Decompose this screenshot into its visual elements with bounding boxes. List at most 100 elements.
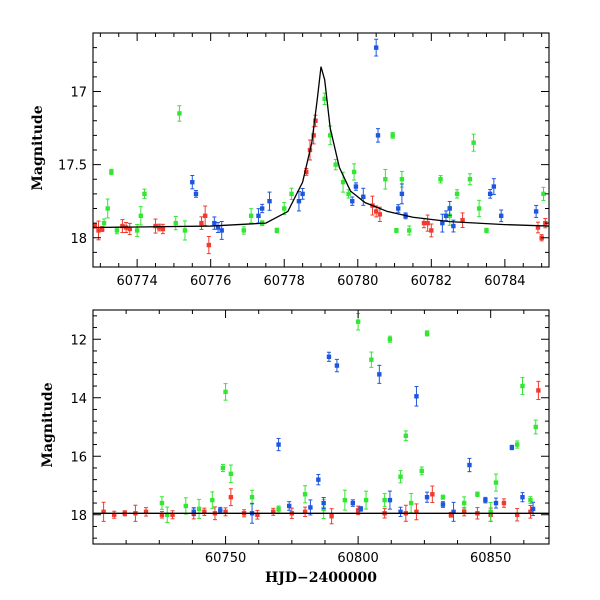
data-point-green <box>134 223 140 237</box>
data-point-blue <box>396 204 401 213</box>
data-point-green <box>302 485 308 504</box>
data-point-blue <box>498 209 504 223</box>
data-point-red <box>143 507 149 517</box>
data-point-green <box>101 218 107 228</box>
x-tick-label: 60850 <box>470 551 511 566</box>
top-panel-light-curve: 60774 60776 60778 60780 60782 60784 17 17.5 18 M… <box>30 32 550 289</box>
x-tick-label: 60800 <box>337 551 378 566</box>
data-point-red <box>112 510 117 519</box>
data-point-blue <box>308 499 313 516</box>
data-point-green <box>471 133 476 152</box>
data-point-green <box>210 491 215 509</box>
data-point-red <box>255 509 260 520</box>
data-point-blue <box>398 506 403 517</box>
data-point-green <box>407 225 412 236</box>
data-point-blue <box>399 183 405 205</box>
data-point-blue <box>276 437 281 452</box>
data-point-red <box>304 168 309 176</box>
data-point-blue <box>286 501 292 511</box>
data-point-blue <box>267 191 272 211</box>
data-point-green <box>342 489 348 511</box>
data-point-red <box>170 510 175 520</box>
data-point-red <box>156 223 162 232</box>
data-point-green <box>220 463 226 472</box>
data-point-green <box>387 335 393 343</box>
bottom-panel-light-curve: 60750 60800 60850 12 14 16 18 Magnitude HJD−24… <box>40 309 550 586</box>
data-point-blue <box>256 208 261 224</box>
x-tick-label: 60782 <box>411 274 452 289</box>
data-point-blue <box>358 506 363 512</box>
data-point-red <box>153 218 158 234</box>
data-point-red <box>373 205 379 218</box>
data-point-green <box>394 227 399 233</box>
data-point-red <box>460 212 465 228</box>
x-tick-label: 60784 <box>484 274 525 289</box>
data-point-green <box>514 440 520 449</box>
data-point-red <box>206 235 212 255</box>
data-point-green <box>177 105 182 122</box>
data-point-blue <box>350 196 355 206</box>
data-point-blue <box>375 128 381 143</box>
data-point-red <box>127 222 132 236</box>
data-point-blue <box>533 204 539 218</box>
data-point-green <box>105 198 110 219</box>
data-point-blue <box>300 187 305 200</box>
bottom-panel-ticks <box>92 310 549 544</box>
model-curve <box>93 66 549 229</box>
data-point-green <box>398 470 403 484</box>
data-point-green <box>403 430 409 442</box>
data-point-blue <box>334 358 340 373</box>
data-point-blue <box>218 506 223 514</box>
data-point-green <box>274 227 280 234</box>
data-point-green <box>363 490 369 510</box>
plot-frame <box>92 309 550 545</box>
data-point-red <box>223 507 228 517</box>
x-tick-label: 60780 <box>337 274 378 289</box>
data-point-green <box>475 491 480 498</box>
x-tick-label: 60776 <box>190 274 231 289</box>
data-point-blue <box>493 497 499 509</box>
data-point-green <box>488 501 493 522</box>
data-point-blue <box>190 175 195 190</box>
data-point-green <box>454 189 460 199</box>
data-point-green <box>142 188 147 200</box>
data-point-blue <box>316 473 321 486</box>
data-point-green <box>183 497 188 515</box>
data-point-blue <box>219 220 224 240</box>
data-point-red <box>202 507 207 517</box>
data-point-green <box>438 175 443 184</box>
data-point-red <box>514 508 520 522</box>
data-point-green <box>196 498 202 519</box>
data-point-blue <box>361 187 366 206</box>
data-point-green <box>533 419 538 435</box>
data-point-green <box>165 506 170 523</box>
data-point-green <box>228 464 234 484</box>
data-point-red <box>535 221 541 234</box>
y-tick-label: 18 <box>70 232 87 247</box>
data-point-blue <box>451 501 456 522</box>
x-tick-label: 60774 <box>116 274 157 289</box>
data-point-green <box>408 492 414 514</box>
data-point-blue <box>193 189 199 198</box>
data-point-green <box>173 216 178 231</box>
y-tick-label: 12 <box>70 333 87 348</box>
y-tick-label: 17 <box>70 86 87 101</box>
data-point-green <box>484 227 489 234</box>
data-point-green <box>241 226 246 235</box>
data-point-blue <box>387 490 393 510</box>
top-panel-y-axis-label: Magnitude <box>30 105 46 190</box>
data-point-green <box>351 163 357 181</box>
data-point-green <box>541 186 546 201</box>
data-point-green <box>369 351 374 368</box>
data-point-blue <box>487 189 493 199</box>
data-point-green <box>276 505 281 513</box>
data-point-blue <box>483 496 488 504</box>
data-point-green <box>467 173 473 186</box>
data-point-blue <box>414 386 419 407</box>
data-point-red <box>430 485 435 503</box>
x-tick-label: 60750 <box>205 551 246 566</box>
data-point-blue <box>377 364 382 384</box>
data-point-red <box>228 488 234 507</box>
data-point-green <box>440 494 446 500</box>
data-point-green <box>419 466 424 476</box>
